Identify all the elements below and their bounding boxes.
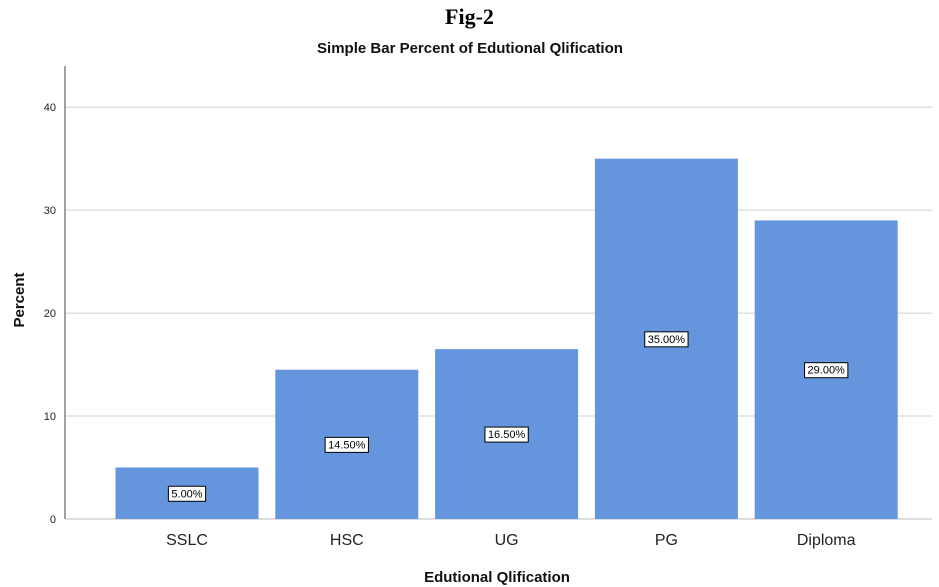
bars	[115, 158, 898, 519]
y-tick-label: 20	[44, 308, 56, 320]
y-tick-label: 10	[44, 411, 56, 423]
x-axis-label: Edutional Qlification	[424, 569, 570, 586]
y-tick-label: 0	[50, 514, 56, 526]
x-tick-label: PG	[655, 532, 678, 549]
data-label: 35.00%	[644, 331, 689, 348]
data-label-box	[644, 331, 689, 348]
data-label-box	[167, 485, 207, 502]
data-label-text: 29.00%	[808, 365, 846, 377]
x-tick-label: Diploma	[797, 532, 856, 549]
data-label-text: 5.00%	[171, 488, 202, 500]
y-tick-labels: 0 10 20 30 40	[44, 102, 56, 526]
y-tick-label: 40	[44, 102, 56, 114]
x-tick-labels: SSLC HSC UG PG Diploma	[166, 532, 856, 549]
data-label-box	[804, 362, 849, 379]
x-tick-label: UG	[495, 532, 519, 549]
data-label: 5.00%	[167, 485, 207, 502]
data-label: 14.50%	[324, 436, 369, 453]
data-label-text: 35.00%	[648, 334, 686, 346]
data-labels: 5.00% 14.50% 16.50% 35.00% 29.00%	[167, 331, 849, 502]
x-tick-label: HSC	[330, 532, 364, 549]
chart-title: Simple Bar Percent of Edutional Qlificat…	[317, 40, 623, 57]
data-label-text: 16.50%	[488, 429, 526, 441]
data-label-text: 14.50%	[328, 439, 366, 451]
data-label: 16.50%	[484, 426, 529, 443]
data-label-box	[484, 426, 529, 443]
y-tick-label: 30	[44, 205, 56, 217]
x-tick-label: SSLC	[166, 532, 208, 549]
y-axis-label: Percent	[11, 272, 28, 327]
data-label-box	[324, 436, 369, 453]
data-label: 29.00%	[804, 362, 849, 379]
figure-label: Fig-2	[445, 4, 494, 29]
